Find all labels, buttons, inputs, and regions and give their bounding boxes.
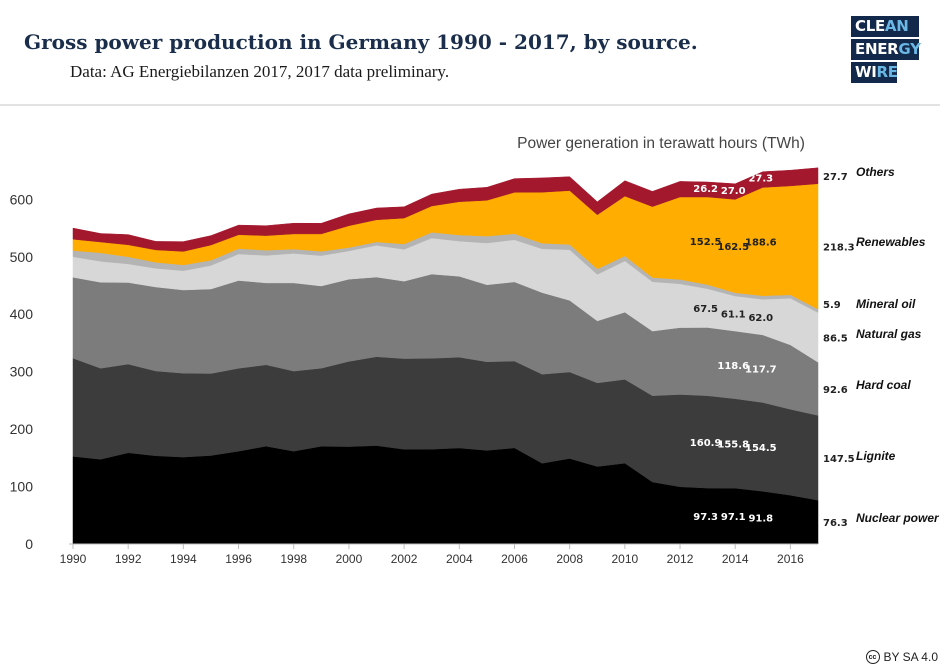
chart-title: Power generation in terawatt hours (TWh)	[517, 135, 805, 152]
header-divider	[0, 104, 940, 106]
data-label: 152.5	[690, 237, 722, 248]
license-badge[interactable]: cc BY SA 4.0	[865, 650, 939, 664]
data-label: 147.5	[823, 454, 855, 465]
data-label: 61.1	[721, 310, 746, 321]
x-tick-label: 2012	[667, 552, 694, 566]
x-tick-label: 1994	[170, 552, 197, 566]
x-tick-label: 2010	[612, 552, 639, 566]
data-label: 86.5	[823, 333, 848, 344]
x-tick-label: 2004	[446, 552, 473, 566]
chart-legend: Nuclear power Lignite Hard coal Natural gas…	[856, 165, 940, 525]
logo-text: ENER	[855, 40, 899, 58]
logo-text: RE	[876, 63, 899, 81]
chart-axes: 1990 1992 1994 1996 1998 2000 2002 2004 2006 2008…	[10, 191, 818, 566]
x-tick-label: 2002	[391, 552, 418, 566]
cc-icon: cc	[865, 650, 880, 664]
legend-lignite: Lignite	[856, 449, 896, 463]
legend-hard-coal: Hard coal	[856, 378, 911, 392]
header: Gross power production in Germany 1990 -…	[0, 0, 950, 104]
y-tick-label: 400	[10, 306, 34, 322]
y-tick-label: 600	[10, 191, 34, 207]
stacked-area-chart: Power generation in terawatt hours (TWh)…	[10, 135, 940, 566]
data-label: 91.8	[748, 514, 773, 525]
logo-line-3: WIRE	[851, 62, 899, 83]
x-tick-label: 2008	[556, 552, 583, 566]
x-tick-label: 2006	[501, 552, 528, 566]
x-tick-label: 2014	[722, 552, 749, 566]
x-tick-label: 1998	[280, 552, 307, 566]
data-label: 162.5	[717, 242, 749, 253]
page-title: Gross power production in Germany 1990 -…	[24, 30, 698, 54]
legend-others: Others	[856, 165, 895, 179]
x-tick-label: 2000	[336, 552, 363, 566]
data-label: 117.7	[745, 365, 777, 376]
legend-nuclear-power: Nuclear power	[856, 511, 940, 525]
license-text: BY SA 4.0	[883, 650, 939, 664]
data-label: 62.0	[748, 313, 773, 324]
page-subtitle: Data: AG Energiebilanzen 2017, 2017 data…	[70, 62, 450, 81]
x-tick-label: 1992	[115, 552, 142, 566]
data-label: 76.3	[823, 518, 848, 529]
chart-areas	[72, 167, 819, 545]
y-tick-label: 100	[10, 479, 34, 495]
data-label: 97.3	[693, 512, 718, 523]
data-label: 218.3	[823, 242, 855, 253]
data-label: 27.0	[721, 186, 746, 197]
data-label: 5.9	[823, 300, 841, 311]
logo-line-2: ENERGY	[851, 39, 921, 60]
data-label: 154.5	[745, 443, 777, 454]
data-label: 27.7	[823, 172, 848, 183]
legend-renewables: Renewables	[856, 235, 926, 249]
data-label: 97.1	[721, 512, 746, 523]
logo-line-1: CLEAN	[851, 16, 919, 37]
data-label: 26.2	[693, 184, 718, 195]
x-tick-label: 2016	[777, 552, 804, 566]
clean-energy-wire-logo[interactable]: CLEAN ENERGY WIRE	[851, 16, 923, 85]
data-label: 160.9	[690, 438, 722, 449]
logo-text: WI	[855, 63, 877, 81]
logo-text: AN	[884, 17, 909, 35]
y-tick-label: 300	[10, 364, 34, 380]
logo-text: GY	[898, 40, 921, 58]
x-tick-label: 1996	[225, 552, 252, 566]
data-label: 118.6	[717, 361, 749, 372]
legend-natural-gas: Natural gas	[856, 327, 922, 341]
data-label: 27.3	[748, 174, 773, 185]
data-label: 67.5	[693, 304, 718, 315]
logo-text: CLE	[855, 17, 885, 35]
data-label: 188.6	[745, 238, 777, 249]
y-tick-label: 200	[10, 421, 34, 437]
x-tick-label: 1990	[60, 552, 87, 566]
y-tick-label: 500	[10, 249, 34, 265]
y-tick-label: 0	[25, 536, 33, 552]
area-others	[72, 167, 819, 252]
data-label: 92.6	[823, 385, 848, 396]
data-label: 155.8	[717, 439, 749, 450]
legend-mineral-oil: Mineral oil	[856, 297, 916, 311]
